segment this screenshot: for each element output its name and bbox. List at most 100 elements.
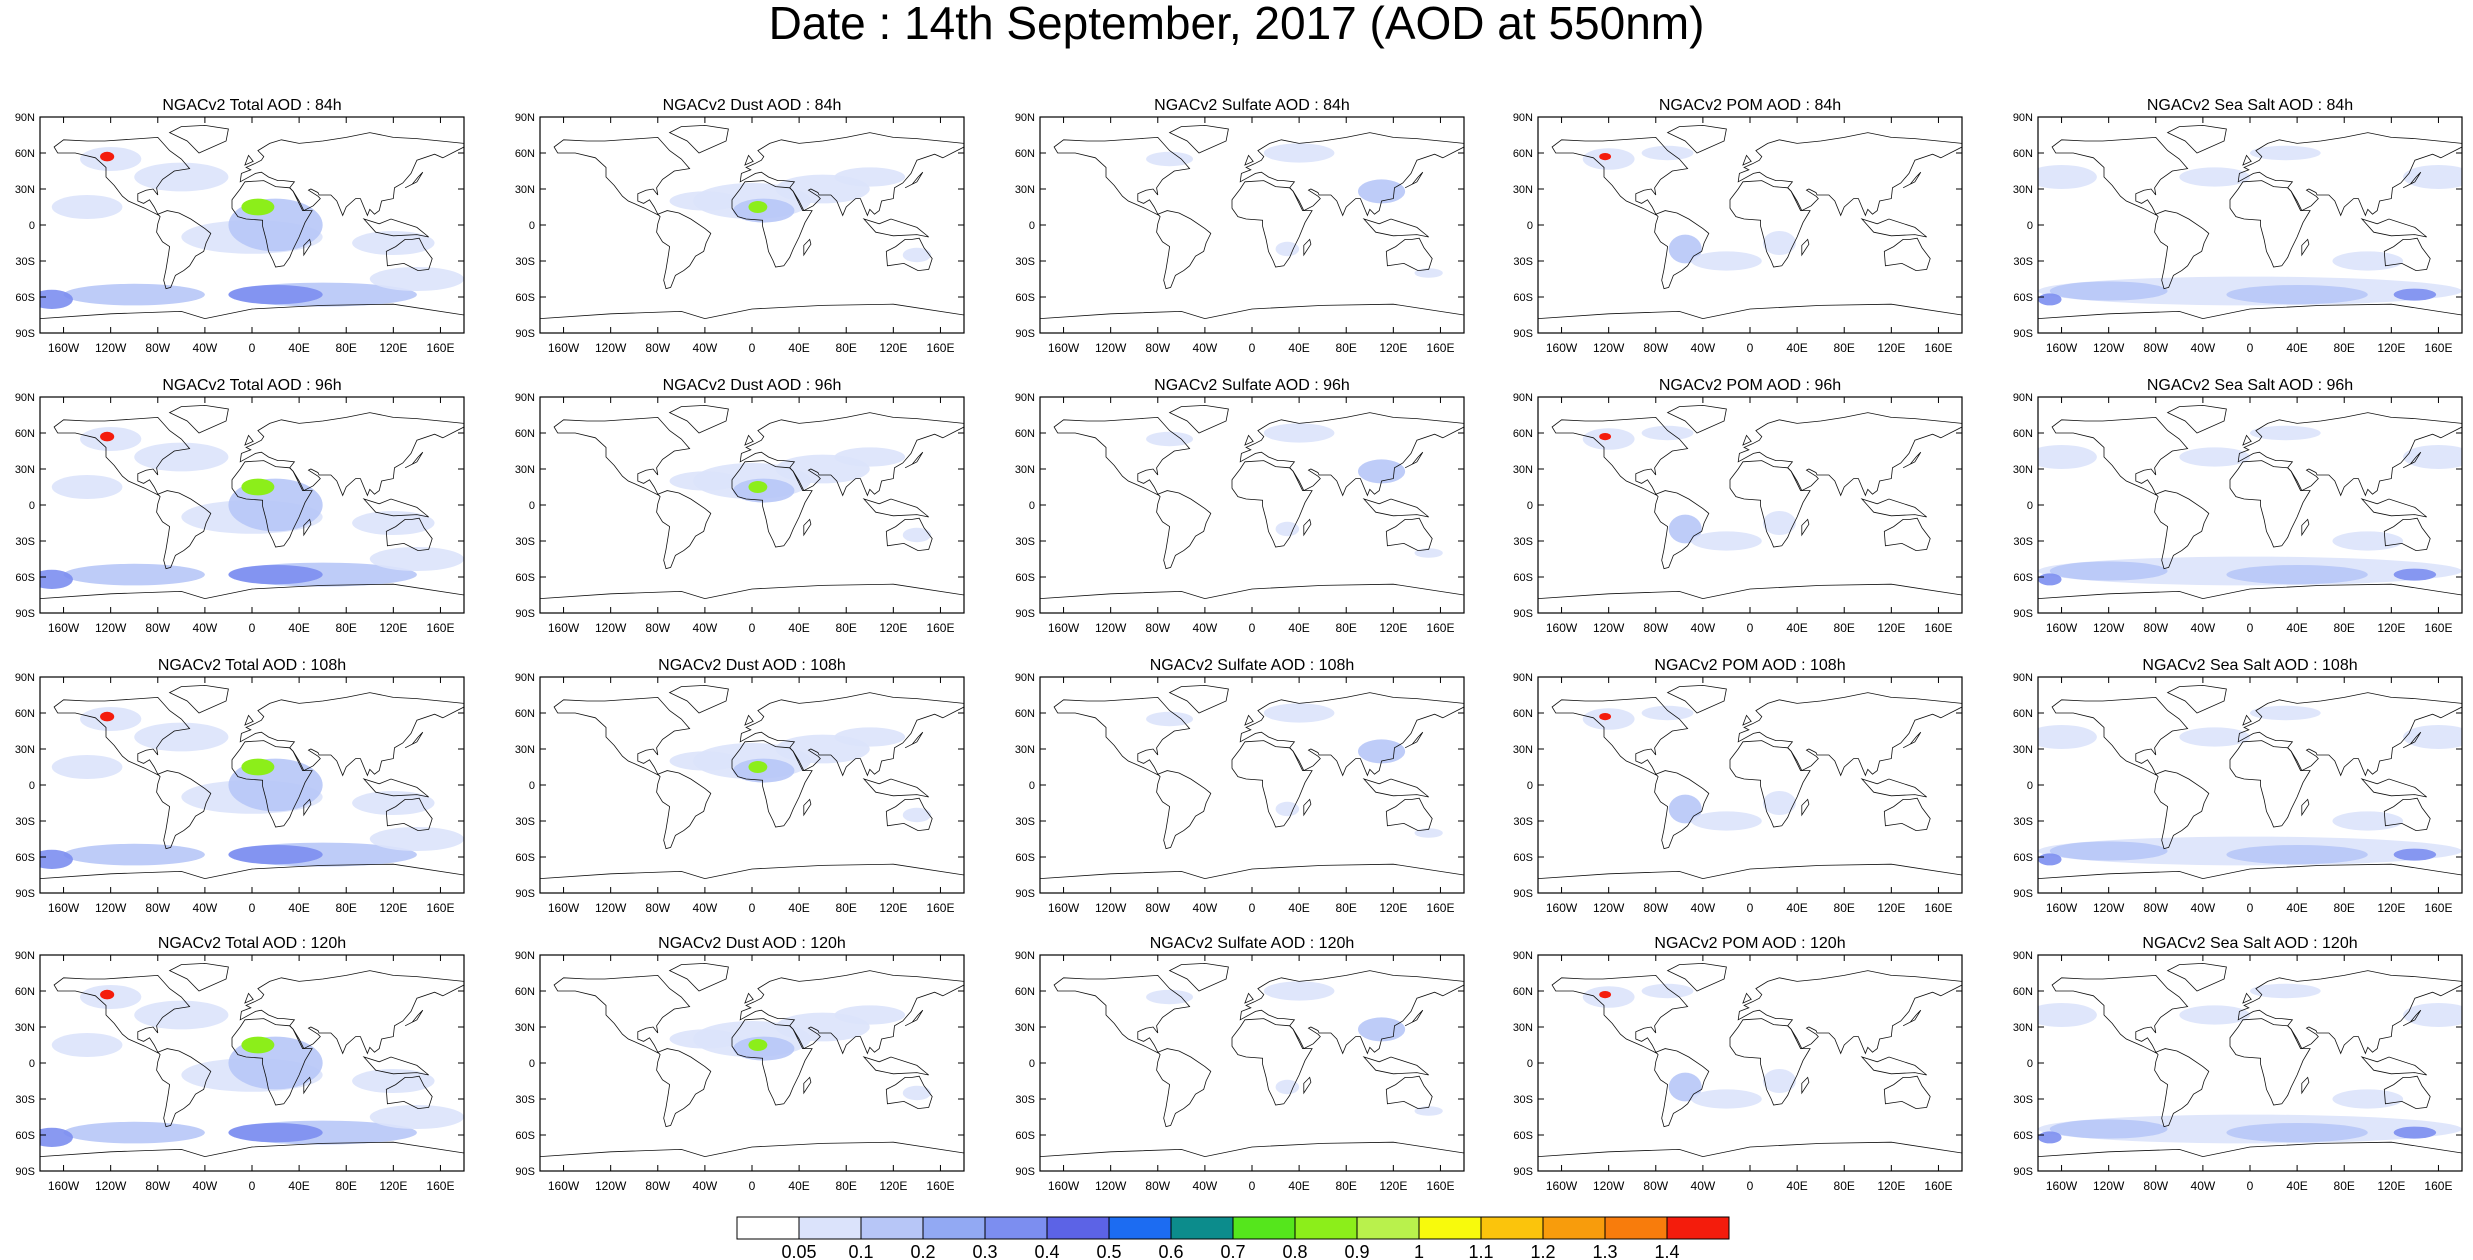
map-panel: NGACv2 Dust AOD : 120h 90N 60N 30N 0 30S 60S 90… [515,935,965,1193]
coastline [1168,404,1229,434]
panel-title: NGACv2 Sea Salt AOD : 84h [2147,97,2353,114]
panel-title: NGACv2 Total AOD : 96h [162,377,341,394]
coastline [885,1075,933,1110]
aerosol-plume [352,231,435,255]
lon-label: 160W [2046,1179,2078,1193]
map-content [1040,677,1464,893]
map-content [1538,677,1962,893]
aerosol-plume [352,791,435,815]
coastline [2229,740,2311,828]
coastline [156,770,212,850]
lat-label: 60S [2013,1130,2033,1142]
lat-label: 90S [1015,1166,1035,1178]
coastline [2166,404,2227,434]
lat-label: 30N [1015,1022,1035,1034]
coastline [1729,460,1811,548]
coastline [731,740,813,828]
aerosol-plume [63,1121,205,1144]
coastline [1053,416,1191,496]
lat-label: 60N [2013,428,2033,440]
coastline [1737,132,1962,217]
coastline [231,1018,313,1106]
coastline [1666,124,1727,154]
lon-label: 160W [2046,901,2078,915]
coastline [656,210,712,290]
lon-label: 120W [1095,901,1127,915]
aerosol-plume [2250,983,2321,999]
lon-label: 160E [1426,621,1454,635]
lon-label: 120E [2377,901,2405,915]
coastline [231,180,313,268]
aerosol-plume [2038,725,2097,749]
coastline [1244,434,1254,446]
lon-label: 120W [95,341,127,355]
coastline [1156,770,1212,850]
coastline [1729,740,1811,828]
aerosol-plume [1358,179,1406,204]
aerosol-plume [1146,989,1194,1005]
lon-label: 160E [1924,341,1952,355]
lon-label: 80E [2334,341,2355,355]
coastline [362,778,429,798]
aerosol-plume [748,201,768,213]
aerosol-plume [369,267,464,291]
coastline [1385,517,1433,552]
coastline [1666,684,1727,714]
coastline [1156,210,1212,290]
panel-title: NGACv2 Total AOD : 120h [158,935,346,952]
coastline [2229,1018,2311,1106]
coastline [2237,412,2462,497]
coastline [1654,1048,1710,1128]
coastline [2360,498,2427,518]
coastline [2051,696,2189,776]
coastline [904,1009,924,1027]
ocean-background [1040,117,1464,333]
lon-label: 120E [1877,621,1905,635]
aerosol-plume [2403,445,2462,469]
aerosol-plume [1762,791,1796,815]
coastline [362,1056,429,1076]
lon-label: 120W [1593,341,1625,355]
lon-label: 40E [788,621,809,635]
coastline [1168,962,1229,992]
aerosol-plume [1358,459,1406,484]
lon-label: 160E [1426,1179,1454,1193]
aerosol-plume [2403,1003,2462,1027]
lon-label: 160E [426,901,454,915]
lat-label: 60N [15,986,35,998]
panel-title: NGACv2 Sea Salt AOD : 96h [2147,377,2353,394]
lat-label: 30N [515,464,535,476]
lon-label: 40W [693,1179,718,1193]
coastline [1404,731,1424,749]
aerosol-plume [2038,445,2097,469]
coastline [244,992,254,1004]
lat-label: 0 [1029,1058,1035,1070]
coastline [1385,237,1433,272]
aerosol-plume [1762,231,1796,255]
lon-label: 160W [1546,901,1578,915]
lat-label: 90S [1513,888,1533,900]
coastline [744,714,754,726]
lon-label: 80W [645,1179,670,1193]
coastline [362,218,429,238]
aerosol-plume [100,711,115,722]
lat-label: 0 [2027,220,2033,232]
colorbar-swatch [1604,1216,1668,1240]
panel-title: NGACv2 Dust AOD : 96h [663,377,842,394]
lon-label: 120W [1593,621,1625,635]
lon-label: 40E [288,901,309,915]
coastline [744,154,754,166]
coastline [1883,797,1931,832]
lat-label: 90S [2013,328,2033,340]
lat-label: 60N [15,428,35,440]
coastline [239,970,464,1055]
lon-label: 120E [879,621,907,635]
lat-label: 60N [1513,148,1533,160]
coastline [303,238,312,257]
lat-label: 90N [2013,112,2033,124]
lon-label: 0 [249,341,256,355]
coastline [1362,218,1429,238]
ocean-background [540,955,964,1171]
aerosol-plume [369,1105,464,1129]
lon-label: 40W [193,341,218,355]
